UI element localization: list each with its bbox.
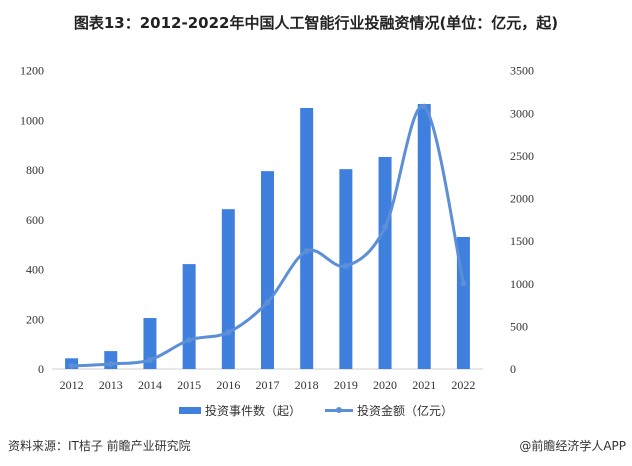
line-point — [68, 363, 75, 370]
y-left-tick-label: 800 — [26, 163, 44, 177]
bar — [339, 169, 353, 369]
x-tick-label: 2012 — [60, 378, 84, 392]
legend-label-bar: 投资事件数（起） — [204, 404, 301, 418]
y-left-tick-label: 1000 — [20, 113, 44, 127]
x-tick-label: 2015 — [177, 378, 201, 392]
x-tick-label: 2020 — [373, 378, 397, 392]
legend: 投资事件数（起） 投资金额（亿元） — [0, 402, 632, 419]
y-left-tick-label: 1200 — [20, 64, 44, 78]
x-tick-label: 2018 — [295, 378, 319, 392]
y-left-tick-label: 200 — [26, 312, 44, 326]
y-left-tick-label: 0 — [38, 362, 44, 376]
x-tick-label: 2019 — [334, 378, 358, 392]
bar — [143, 318, 157, 369]
line-point — [146, 356, 153, 363]
bar — [300, 107, 314, 370]
line-point — [460, 280, 467, 287]
x-tick-label: 2014 — [138, 378, 162, 392]
line-point — [421, 103, 428, 110]
line-point — [107, 360, 114, 367]
line-point — [225, 329, 232, 336]
line-point — [186, 337, 193, 344]
x-tick-label: 2016 — [216, 378, 240, 392]
y-right-tick-label: 1000 — [510, 277, 534, 291]
legend-item-bar[interactable]: 投资事件数（起） — [178, 402, 301, 419]
legend-swatch-bar — [178, 407, 201, 414]
x-tick-label: 2021 — [412, 378, 436, 392]
x-tick-label: 2022 — [451, 378, 475, 392]
bar — [182, 264, 196, 369]
y-right-tick-label: 500 — [510, 319, 528, 333]
bar — [417, 104, 431, 370]
brand-note: @前瞻经济学人APP — [519, 439, 626, 453]
bar — [261, 171, 274, 369]
line-point — [382, 224, 389, 231]
y-right-tick-label: 0 — [510, 362, 516, 376]
y-right-tick-label: 3000 — [510, 106, 534, 120]
x-tick-label: 2017 — [256, 378, 280, 392]
y-right-tick-label: 2000 — [510, 192, 534, 206]
y-right-tick-label: 2500 — [510, 149, 534, 163]
chart-title: 图表13：2012-2022年中国人工智能行业投融资情况(单位：亿元，起) — [73, 14, 559, 32]
legend-label-line: 投资金额（亿元） — [357, 404, 454, 418]
chart: 0 200 400 600 800 1000 1200 0 500 1000 1500 2000 250… — [20, 64, 534, 392]
line-point — [264, 299, 271, 306]
y-right-tick-label: 1500 — [510, 234, 534, 248]
y-left-tick-label: 600 — [26, 213, 44, 227]
x-tick-label: 2013 — [99, 378, 123, 392]
line-point — [342, 263, 349, 270]
bar — [221, 209, 235, 369]
source-note: 资料来源：IT桔子 前瞻产业研究院 — [8, 439, 191, 453]
y-right-tick-label: 3500 — [510, 64, 534, 78]
y-left-tick-label: 400 — [26, 263, 44, 277]
legend-swatch-line — [325, 407, 353, 413]
legend-item-line[interactable]: 投资金额（亿元） — [325, 402, 453, 419]
line-point — [303, 248, 310, 255]
bar — [378, 156, 392, 369]
